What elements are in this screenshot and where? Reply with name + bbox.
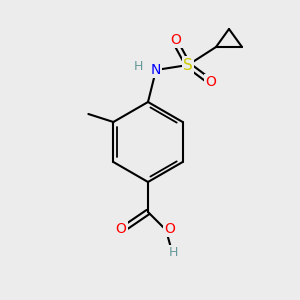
Text: S: S <box>183 58 193 73</box>
Text: H: H <box>168 245 178 259</box>
Text: O: O <box>206 75 216 89</box>
Text: O: O <box>171 33 182 47</box>
Text: H: H <box>133 61 143 74</box>
Text: O: O <box>165 222 176 236</box>
Text: O: O <box>116 222 126 236</box>
Text: N: N <box>151 63 161 77</box>
